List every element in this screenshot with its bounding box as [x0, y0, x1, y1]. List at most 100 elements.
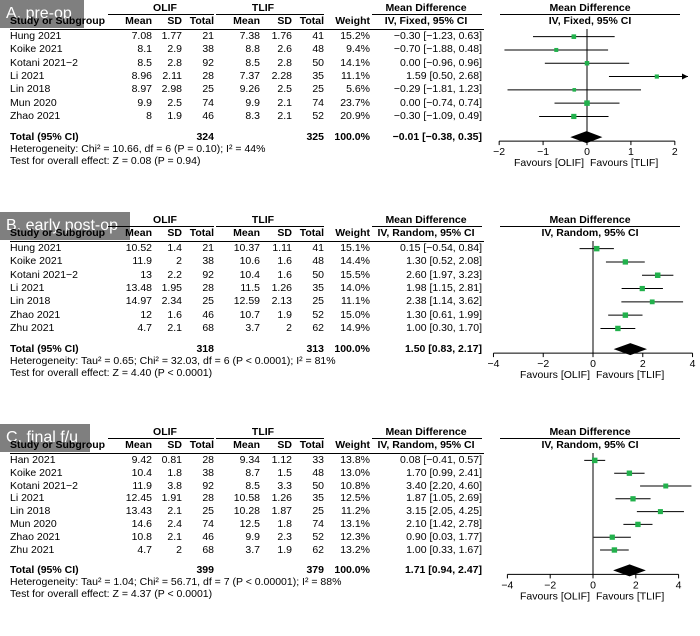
column-header-total-tlif: Total: [299, 227, 324, 239]
sd-tlif: 2.13: [271, 295, 292, 308]
subheader-rule-olif: [108, 14, 214, 15]
mean-olif: 13.43: [125, 505, 152, 518]
column-header-study: Study or Subgroup: [10, 439, 106, 451]
total-olif: 74: [202, 96, 214, 109]
point-estimate: [594, 245, 600, 252]
point-estimate: [591, 457, 598, 464]
mean-tlif: 7.38: [239, 30, 260, 42]
subheader-rule-plot: [500, 14, 680, 15]
total-tlif: 74: [312, 96, 324, 109]
column-header-mean-olif: Mean: [125, 15, 152, 27]
total-tlif: 50: [312, 479, 324, 492]
group-header-olif: OLIF: [153, 426, 177, 438]
total-label: Total (95% CI): [10, 343, 79, 356]
sd-tlif: 1.6: [277, 255, 292, 268]
mean-difference-ci: −0.29 [−1.81, 1.23]: [393, 83, 482, 96]
x-tick-label: 2: [640, 358, 646, 370]
total-olif: 92: [202, 56, 214, 69]
heterogeneity-text: Heterogeneity: Tau² = 1.04; Chi² = 56.71…: [10, 576, 342, 589]
sd-olif: 2.1: [167, 505, 182, 518]
sd-tlif: 1.8: [277, 518, 292, 530]
mean-difference-ci: 0.00 [−0.74, 0.74]: [399, 96, 482, 109]
total-tlif: 52: [312, 308, 324, 321]
column-header-ci: IV, Random, 95% CI: [377, 439, 475, 451]
subheader-rule-tlif: [216, 438, 324, 439]
point-estimate: [572, 88, 577, 92]
mean-tlif: 10.37: [233, 242, 260, 254]
point-estimate: [554, 47, 559, 52]
forest-panel-1: B, early post-op OLIF TLIF Mean Difference M…: [0, 212, 700, 424]
study-name: Han 2021: [10, 454, 56, 466]
mean-difference-ci: 2.10 [1.42, 2.78]: [406, 518, 482, 530]
total-label: Total (95% CI): [10, 564, 79, 577]
weight-value: 15.5%: [340, 268, 370, 281]
sd-tlif: 3.3: [277, 479, 292, 492]
column-header-total-olif: Total: [189, 439, 214, 451]
study-name: Kotani 2021−2: [10, 479, 79, 492]
sd-olif: 1.91: [161, 492, 182, 505]
plot-header: Mean Difference: [549, 426, 631, 438]
total-n-tlif: 313: [306, 343, 324, 356]
point-estimate: [626, 470, 633, 476]
study-name: Li 2021: [10, 492, 45, 505]
column-header-sd-olif: SD: [167, 227, 182, 239]
favours-olif-label: Favours [OLIF]: [514, 157, 584, 169]
total-tlif: 35: [312, 281, 324, 294]
total-olif: 46: [202, 109, 214, 122]
mean-difference-ci: 1.87 [1.05, 2.69]: [406, 492, 482, 505]
sd-tlif: 1.11: [272, 242, 292, 254]
total-olif: 38: [202, 466, 214, 479]
favours-tlif-label: Favours [TLIF]: [596, 369, 664, 381]
total-olif: 46: [202, 308, 214, 321]
point-estimate: [622, 312, 629, 318]
study-name: Lin 2018: [10, 505, 51, 518]
mean-difference-ci: −0.30 [−1.09, 0.49]: [393, 109, 482, 122]
pooled-diamond: [613, 564, 646, 577]
weight-value: 20.9%: [340, 109, 370, 122]
weight-value: 13.0%: [340, 466, 370, 479]
total-n-tlif: 325: [306, 131, 324, 144]
mean-difference-ci: 3.15 [2.05, 4.25]: [406, 505, 482, 518]
total-label: Total (95% CI): [10, 131, 79, 144]
panel-title: B, early post-op: [0, 212, 131, 240]
x-tick-label: 0: [584, 146, 590, 158]
total-olif: 28: [202, 69, 214, 82]
mean-tlif: 8.7: [245, 466, 260, 479]
point-estimate: [609, 534, 615, 540]
sd-tlif: 2.6: [277, 43, 292, 56]
point-estimate: [584, 61, 590, 66]
mean-tlif: 7.37: [239, 69, 260, 82]
point-estimate: [615, 325, 621, 332]
total-olif: 21: [202, 242, 214, 254]
point-estimate: [654, 74, 659, 79]
total-n-olif: 399: [196, 564, 214, 577]
weight-value: 10.8%: [340, 479, 370, 492]
mean-tlif: 8.5: [245, 56, 260, 69]
mean-difference-ci: 0.90 [0.03, 1.77]: [406, 530, 482, 543]
column-header-weight: Weight: [335, 439, 370, 451]
x-tick-label: −2: [537, 358, 549, 370]
mean-olif: 12: [140, 308, 152, 321]
total-weight: 100.0%: [334, 131, 370, 144]
mean-tlif: 9.9: [245, 96, 260, 109]
x-tick-label: 4: [676, 579, 682, 591]
sd-olif: 1.77: [161, 30, 182, 42]
x-tick-label: 0: [590, 358, 596, 370]
mean-olif: 8.97: [131, 83, 152, 96]
total-tlif: 25: [312, 83, 324, 96]
total-olif: 25: [202, 505, 214, 518]
favours-olif-label: Favours [OLIF]: [520, 590, 590, 602]
weight-value: 13.2%: [340, 543, 370, 556]
sd-olif: 1.8: [167, 466, 182, 479]
mean-difference-ci: 2.38 [1.14, 3.62]: [406, 295, 482, 308]
overall-effect-text: Test for overall effect: Z = 4.40 (P < 0…: [10, 367, 213, 380]
mean-olif: 8.5: [137, 56, 152, 69]
point-estimate: [639, 285, 645, 292]
mean-tlif: 10.4: [239, 268, 260, 281]
total-olif: 74: [202, 518, 214, 530]
pooled-diamond: [613, 343, 647, 356]
column-header-total-olif: Total: [189, 15, 214, 27]
x-tick-label: 1: [628, 146, 634, 158]
total-olif: 38: [202, 43, 214, 56]
sd-tlif: 1.26: [271, 492, 292, 505]
